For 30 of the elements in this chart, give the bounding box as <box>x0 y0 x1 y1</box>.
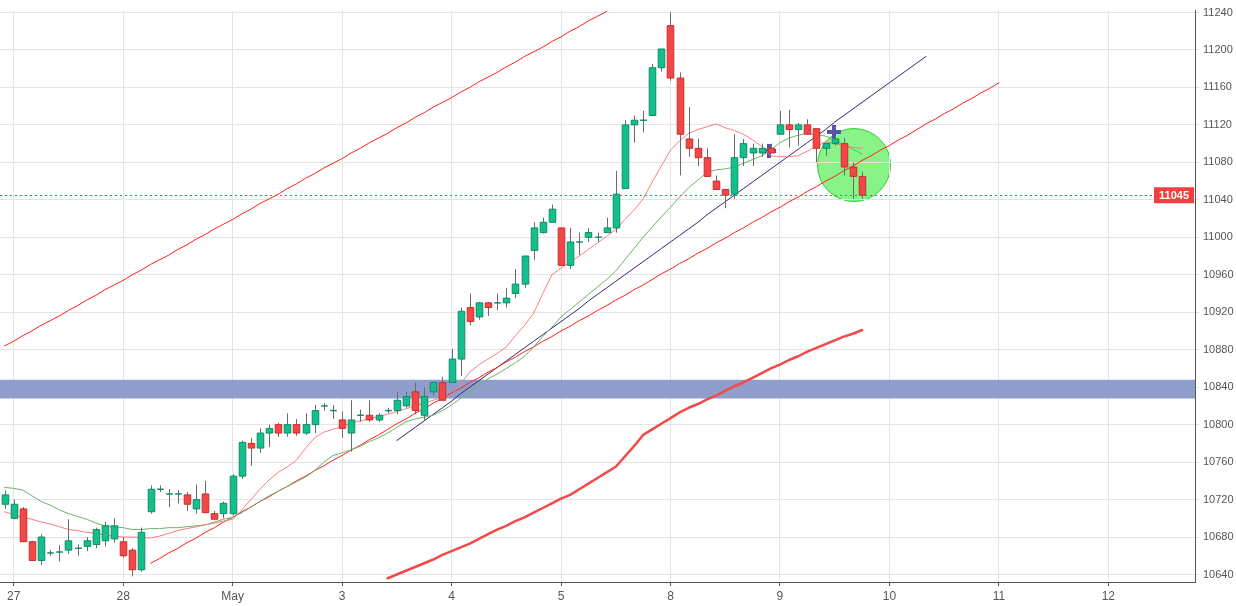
x-tick-label: 10 <box>882 588 897 603</box>
y-tick-label: 11160 <box>1203 80 1232 93</box>
y-tick-label: 10680 <box>1203 530 1234 543</box>
ref-line-label: 11045 <box>1159 188 1189 201</box>
x-tick-label: 12 <box>1101 588 1116 603</box>
candlestick <box>639 110 648 133</box>
y-tick-label: 10920 <box>1203 305 1234 318</box>
y-tick-label: 11080 <box>1203 155 1233 168</box>
x-tick-label: 28 <box>116 588 131 603</box>
candlestick <box>575 232 584 256</box>
y-tick-label: 10720 <box>1203 492 1234 505</box>
y-tick-label: 10960 <box>1203 267 1234 280</box>
y-tick-label: 10880 <box>1203 342 1234 355</box>
y-tick-label: 11240 <box>1203 5 1233 18</box>
y-tick-label: 11200 <box>1203 42 1233 55</box>
x-tick-label: 8 <box>667 588 675 603</box>
x-tick-label: 4 <box>448 588 456 603</box>
y-tick-label: 11040 <box>1203 192 1233 205</box>
y-tick-label: 11120 <box>1203 117 1232 130</box>
x-tick-label: 5 <box>557 588 565 603</box>
x-tick-label: May <box>221 588 244 603</box>
y-tick-label: 10800 <box>1203 417 1234 430</box>
x-tick-label: 11 <box>992 588 1006 603</box>
x-tick-label: 3 <box>338 588 346 603</box>
x-tick-label: 9 <box>776 588 784 603</box>
y-tick-label: 11000 <box>1203 230 1233 243</box>
y-tick-label: 10840 <box>1203 380 1234 393</box>
y-tick-label: 10760 <box>1203 455 1234 468</box>
y-tick-label: 10640 <box>1203 567 1234 580</box>
x-tick-label: 27 <box>7 588 21 603</box>
